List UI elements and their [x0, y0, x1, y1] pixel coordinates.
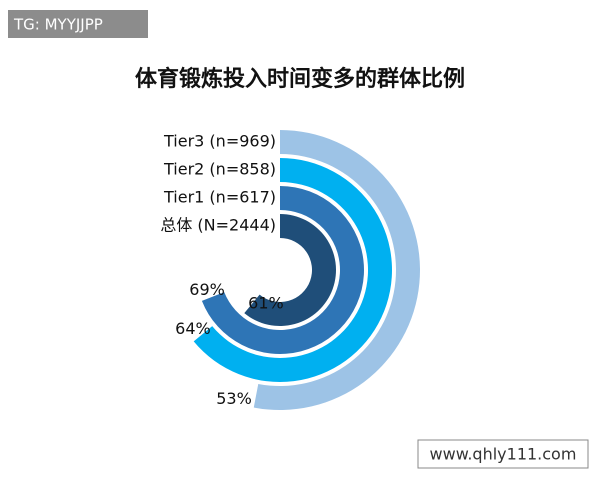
- watermark: TG: MYYJJPP: [13, 16, 103, 34]
- site-box: [417, 439, 589, 469]
- value-label: 64%: [175, 319, 211, 338]
- category-label: 总体 (N=2444): [160, 216, 276, 235]
- value-label: 69%: [189, 280, 225, 299]
- site-label: www.qhly111.com: [430, 445, 577, 464]
- ring-bar: [244, 214, 336, 326]
- watermark-box: [8, 10, 148, 38]
- category-label: Tier2 (n=858): [163, 160, 276, 179]
- value-label: 53%: [216, 389, 252, 408]
- ring-bar: [201, 186, 364, 355]
- ring-bar: [193, 158, 392, 382]
- ring-bar: [253, 130, 421, 410]
- category-label: Tier1 (n=617): [163, 188, 276, 207]
- value-label: 61%: [248, 293, 284, 312]
- category-label: Tier3 (n=969): [163, 132, 276, 151]
- chart-title: 体育锻炼投入时间变多的群体比例: [135, 66, 465, 92]
